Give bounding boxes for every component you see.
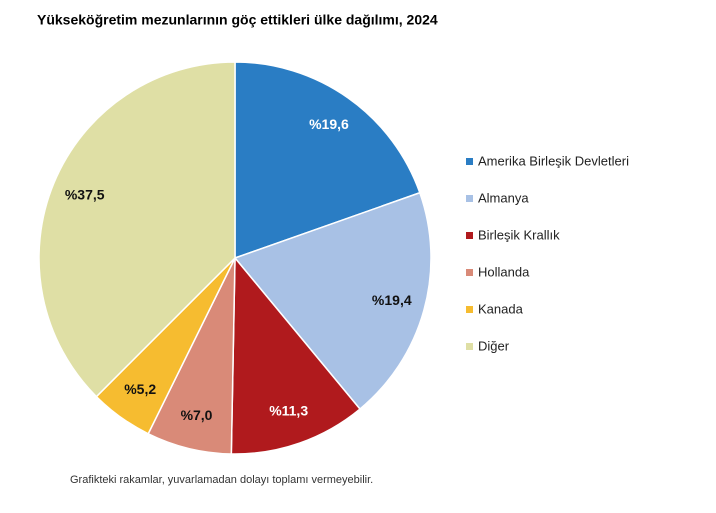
legend-swatch	[466, 306, 473, 313]
legend-label: Kanada	[478, 301, 524, 316]
legend-swatch	[466, 232, 473, 239]
data-label: %19,6	[309, 116, 349, 132]
pie-slice	[233, 191, 432, 411]
legend-label: Amerika Birleşik Devletleri	[478, 153, 629, 168]
data-label: %11,3	[269, 402, 308, 418]
data-label: %19,4	[372, 292, 412, 308]
pie-slice	[230, 255, 361, 455]
data-label: %37,5	[65, 186, 105, 202]
pie-slice	[38, 61, 236, 398]
legend-label: Birleşik Krallık	[478, 227, 560, 242]
legend-label: Diğer	[478, 338, 510, 353]
legend-swatch	[466, 343, 473, 350]
legend-swatch	[466, 195, 473, 202]
legend-swatch	[466, 158, 473, 165]
data-label: %5,2	[124, 381, 156, 397]
legend-label: Hollanda	[478, 264, 530, 279]
legend-swatch	[466, 269, 473, 276]
data-label: %7,0	[181, 407, 213, 423]
legend-label: Almanya	[478, 190, 529, 205]
chart-title: Yükseköğretim mezunlarının göç ettikleri…	[37, 12, 438, 28]
footnote: Grafikteki rakamlar, yuvarlamadan dolayı…	[70, 474, 373, 486]
